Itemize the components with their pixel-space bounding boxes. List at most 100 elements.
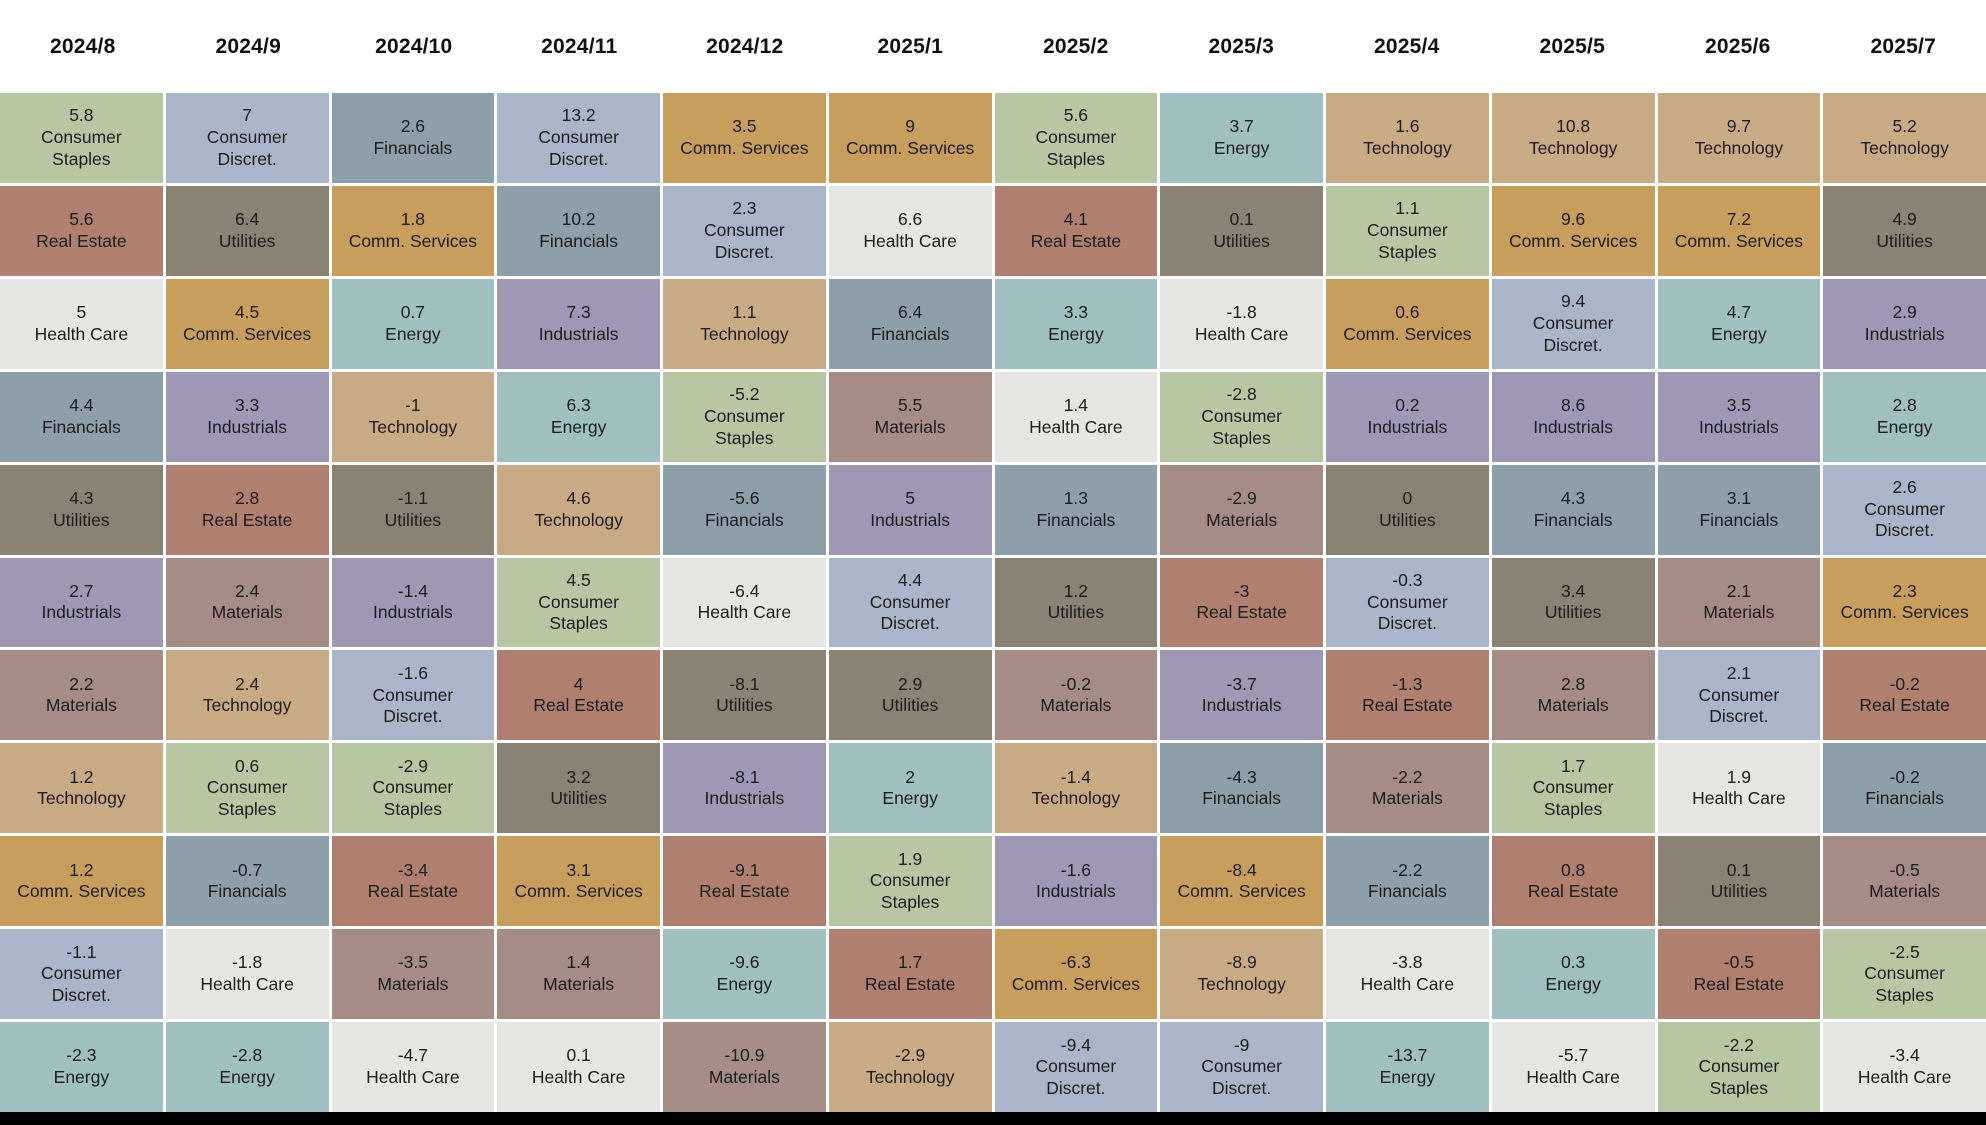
sector-cell: -3.8 Health Care — [1326, 929, 1489, 1020]
sector-return-value: 9 — [905, 116, 915, 137]
month-label: 2024/12 — [706, 34, 784, 58]
sector-cell: 3.3 Energy — [994, 278, 1158, 369]
sector-return-value: -2.8 — [232, 1045, 263, 1066]
sector-cell: 6.4 Utilities — [165, 185, 329, 276]
sector-return-value: -1.1 — [397, 487, 428, 508]
sector-return-value: -2.2 — [1392, 859, 1423, 880]
sector-return-value: 6.4 — [234, 209, 260, 230]
sector-label: Industrials — [870, 509, 950, 530]
sector-cell: 2.8 Energy — [1823, 371, 1986, 462]
sector-label: Energy — [1711, 323, 1767, 344]
sector-return-value: 0.1 — [1229, 209, 1254, 230]
sector-return-value: 5.8 — [69, 105, 94, 126]
sector-cell: 3.2 Utilities — [497, 743, 660, 834]
sector-label: Comm. Services — [1674, 230, 1804, 251]
sector-cell: 5.2 Technology — [1823, 93, 1986, 183]
sector-label: Energy — [385, 323, 441, 344]
sector-return-value: 1.1 — [1395, 198, 1420, 219]
sector-return-value: 3.1 — [1726, 487, 1752, 508]
sector-label: Technology — [202, 695, 292, 716]
sector-cell: -3 Real Estate — [1160, 557, 1323, 648]
sector-cell: 2.7 Industrials — [0, 557, 163, 648]
sector-cell: 3.1 Comm. Services — [497, 836, 660, 927]
sector-cell: -3.4 Health Care — [1823, 1022, 1986, 1112]
sector-label: Utilities — [1876, 230, 1933, 251]
sector-cell: -1.6 Industrials — [994, 836, 1158, 927]
sector-label: Financials — [373, 137, 453, 158]
sector-return-value: 6.6 — [897, 209, 923, 230]
sector-label: Utilities — [1544, 602, 1602, 623]
sector-cell: 1.2 Technology — [0, 743, 163, 834]
sector-label: Real Estate — [864, 974, 956, 995]
sector-label: Consumer Discret. — [41, 963, 122, 1005]
sector-cell: -3.5 Materials — [331, 929, 495, 1020]
sector-return-value: 3.5 — [732, 116, 757, 137]
sector-label: Technology — [1197, 974, 1286, 995]
sector-label: Consumer Staples — [1864, 963, 1945, 1005]
sector-label: Health Care — [1029, 416, 1123, 437]
sector-label: Technology — [534, 509, 623, 530]
sector-cell: -5.7 Health Care — [1491, 1022, 1655, 1112]
sector-return-value: 3.3 — [1063, 302, 1089, 323]
month-label: 2025/5 — [1539, 34, 1605, 58]
sector-label: Materials — [708, 1067, 780, 1088]
sector-label: Materials — [211, 602, 283, 623]
sector-return-value: 3.7 — [1229, 116, 1254, 137]
sector-return-value: -3.5 — [397, 952, 428, 973]
sector-label: Comm. Services — [514, 881, 643, 902]
sector-return-value: 10.2 — [561, 209, 596, 230]
sector-label: Consumer Discret. — [206, 127, 288, 169]
sector-return-value: 3.5 — [1726, 394, 1752, 415]
sector-cell: 5 Industrials — [828, 464, 992, 555]
heatmap-grid: 5.8 Consumer Staples 7 Consumer Discret. 2.6 Fi… — [0, 93, 1986, 1112]
sector-cell: -4.3 Financials — [1160, 743, 1323, 834]
sector-return-value: 4.5 — [234, 302, 260, 323]
sector-return-value: -8.4 — [1226, 859, 1257, 880]
sector-cell: 9.6 Comm. Services — [1491, 185, 1655, 276]
sector-return-value: 2.1 — [1726, 662, 1752, 683]
sector-cell: 3.5 Industrials — [1657, 371, 1821, 462]
sector-label: Real Estate — [1859, 695, 1950, 716]
sector-cell: 13.2 Consumer Discret. — [497, 93, 660, 183]
sector-return-value: 2.8 — [234, 487, 260, 508]
sector-return-value: -6.4 — [729, 580, 760, 601]
sector-cell: -8.1 Utilities — [663, 650, 826, 741]
sector-label: Materials — [543, 974, 615, 995]
sector-cell: -9.6 Energy — [663, 929, 826, 1020]
sector-cell: 4 Real Estate — [497, 650, 660, 741]
sector-label: Energy — [53, 1067, 110, 1088]
sector-cell: 2.1 Materials — [1657, 557, 1821, 648]
sector-return-value: 1.9 — [1726, 766, 1752, 787]
sector-label: Energy — [716, 974, 773, 995]
sector-return-value: 2.4 — [234, 673, 260, 694]
sector-label: Industrials — [704, 788, 785, 809]
sector-return-value: -0.5 — [1723, 952, 1754, 973]
sector-cell: -1.1 Utilities — [331, 464, 495, 555]
sector-return-value: -3 — [1233, 580, 1250, 601]
sector-cell: 2.8 Real Estate — [165, 464, 329, 555]
sector-return-value: -3.4 — [397, 859, 428, 880]
sector-label: Technology — [700, 323, 789, 344]
sector-label: Consumer Discret. — [1532, 312, 1614, 355]
sector-cell: 0 Utilities — [1326, 464, 1489, 555]
sector-label: Health Care — [1194, 323, 1289, 344]
sector-label: Utilities — [881, 695, 939, 716]
sector-label: Industrials — [538, 323, 619, 344]
sector-label: Comm. Services — [182, 323, 312, 344]
sector-return-value: 5 — [905, 487, 915, 508]
sector-cell: 1.4 Materials — [497, 929, 660, 1020]
sector-cell: 0.1 Utilities — [1657, 836, 1821, 927]
sector-cell: -1.3 Real Estate — [1326, 650, 1489, 741]
sector-cell: 5.8 Consumer Staples — [0, 93, 163, 183]
sector-cell: 3.4 Utilities — [1491, 557, 1655, 648]
sector-label: Industrials — [207, 416, 287, 437]
sector-label: Materials — [1537, 695, 1609, 716]
sector-return-value: -8.1 — [729, 766, 760, 787]
sector-label: Consumer Staples — [869, 870, 951, 913]
sector-return-value: 1.6 — [1395, 116, 1420, 137]
sector-label: Consumer Staples — [206, 777, 288, 820]
sector-return-value: 1.4 — [566, 952, 591, 973]
sector-return-value: 0.8 — [1560, 859, 1586, 880]
sector-cell: 2.3 Consumer Discret. — [663, 185, 826, 276]
sector-return-value: -3.8 — [1392, 952, 1423, 973]
